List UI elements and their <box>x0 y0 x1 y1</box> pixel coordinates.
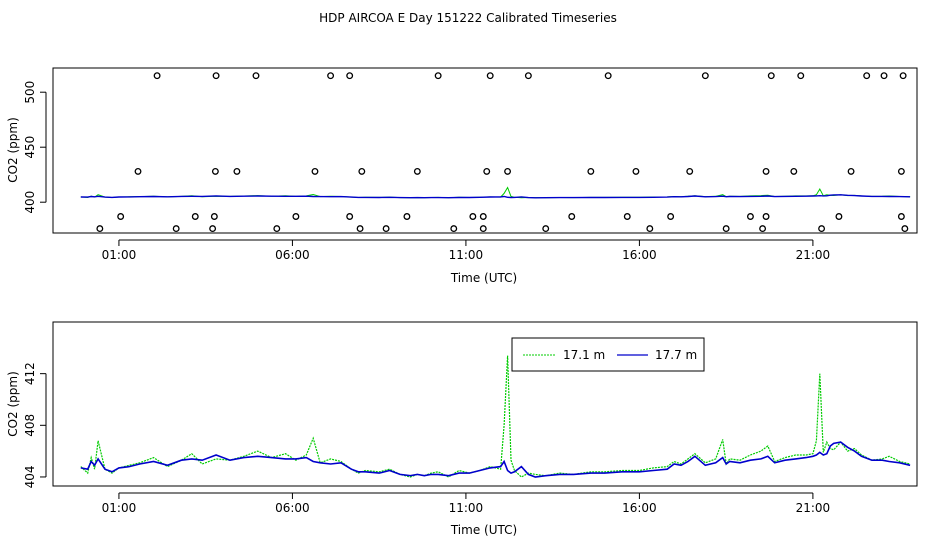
top-marker-point <box>96 225 104 233</box>
legend-label-17-7: 17.7 m <box>655 348 697 362</box>
top-marker-point <box>413 167 421 175</box>
top-x-axis-label: Time (UTC) <box>450 271 517 285</box>
top-marker-point <box>134 167 142 175</box>
top-marker-point <box>212 72 220 80</box>
top-marker-point <box>899 72 907 80</box>
top-marker-point <box>542 225 550 233</box>
bottom-x-tick-label: 11:00 <box>449 501 484 515</box>
top-marker-point <box>273 225 281 233</box>
top-marker-point <box>403 213 411 220</box>
top-marker-point <box>382 225 390 233</box>
bottom-x-axis-label: Time (UTC) <box>450 523 517 537</box>
top-marker-point <box>847 167 855 175</box>
top-y-tick-label: 450 <box>23 136 37 159</box>
top-x-tick-label: 06:00 <box>275 248 310 262</box>
top-marker-point <box>722 225 730 233</box>
bottom-x-tick-label: 06:00 <box>275 501 310 515</box>
top-x-tick-label: 21:00 <box>796 248 831 262</box>
top-marker-point <box>210 213 218 220</box>
top-marker-point <box>797 72 805 80</box>
top-marker-point <box>746 213 754 220</box>
top-marker-point <box>450 225 458 233</box>
top-marker-point <box>524 72 532 80</box>
top-marker-point <box>434 72 442 80</box>
top-plot-frame <box>52 67 918 234</box>
top-marker-point <box>117 213 125 220</box>
bottom-panel: 01:00 06:00 11:00 16:00 21:00 404 408 412 Time… <box>6 321 918 537</box>
top-marker-point <box>632 167 640 175</box>
top-marker-point <box>686 167 694 175</box>
top-marker-point <box>479 225 487 233</box>
legend: 17.1 m 17.7 m <box>511 337 705 372</box>
top-marker-point <box>252 72 260 80</box>
top-marker-point <box>483 167 491 175</box>
top-marker-point <box>209 225 217 233</box>
bottom-y-tick-label: 408 <box>23 414 37 437</box>
top-marker-point <box>897 213 905 220</box>
top-marker-point <box>587 167 595 175</box>
top-marker-point <box>191 213 199 220</box>
top-marker-point <box>568 213 576 220</box>
top-marker-point <box>346 213 354 220</box>
top-marker-point <box>667 213 675 220</box>
top-marker-point <box>233 167 241 175</box>
top-y-axis-label: CO2 (ppm) <box>6 117 20 183</box>
top-marker-point <box>479 213 487 220</box>
top-x-tick-label: 16:00 <box>622 248 657 262</box>
top-marker-point <box>469 213 477 220</box>
top-marker-point <box>701 72 709 80</box>
bottom-y-axis-label: CO2 (ppm) <box>6 371 20 437</box>
top-marker-point <box>486 72 494 80</box>
top-marker-point <box>153 72 161 80</box>
top-x-tick-label: 11:00 <box>449 248 484 262</box>
top-series-line-17-7m <box>80 194 911 199</box>
top-marker-point <box>504 167 512 175</box>
top-y-tick-label: 500 <box>23 81 37 104</box>
top-marker-point <box>623 213 631 220</box>
top-marker-point <box>327 72 335 80</box>
bottom-x-tick-label: 01:00 <box>102 501 137 515</box>
top-marker-point <box>346 72 354 80</box>
top-marker-point <box>897 167 905 175</box>
top-marker-point <box>880 72 888 80</box>
top-marker-point <box>863 72 871 80</box>
bottom-plot-frame <box>52 321 918 487</box>
legend-label-17-1: 17.1 m <box>563 348 605 362</box>
bottom-x-tick-label: 16:00 <box>622 501 657 515</box>
bottom-y-tick-label: 404 <box>23 466 37 489</box>
top-marker-point <box>172 225 180 233</box>
top-x-tick-label: 01:00 <box>102 248 137 262</box>
top-marker-point <box>358 167 366 175</box>
top-marker-point <box>211 167 219 175</box>
bottom-y-tick-label: 412 <box>23 362 37 385</box>
bottom-series-line-17-7m <box>80 441 911 478</box>
bottom-series-line-17-1m <box>80 355 911 478</box>
top-marker-point <box>767 72 775 80</box>
top-marker-point <box>790 167 798 175</box>
top-marker-point <box>759 225 767 233</box>
top-marker-point <box>356 225 364 233</box>
chart-title: HDP AIRCOA E Day 151222 Calibrated Times… <box>319 11 617 25</box>
top-marker-point <box>311 167 319 175</box>
top-marker-point <box>762 213 770 220</box>
top-y-tick-label: 400 <box>23 191 37 214</box>
bottom-x-tick-label: 21:00 <box>796 501 831 515</box>
top-marker-point <box>604 72 612 80</box>
top-marker-point <box>762 167 770 175</box>
top-marker-point <box>292 213 300 220</box>
top-marker-point <box>818 225 826 233</box>
top-marker-point <box>901 225 909 233</box>
top-marker-point <box>835 213 843 220</box>
top-marker-point <box>646 225 654 233</box>
top-panel: 01:00 06:00 11:00 16:00 21:00 400 450 500 Time… <box>6 67 918 285</box>
